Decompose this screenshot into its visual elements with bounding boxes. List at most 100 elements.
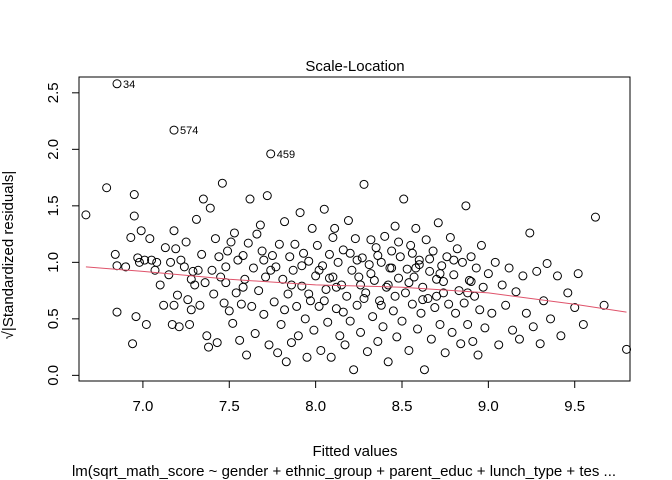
data-point bbox=[323, 317, 333, 327]
data-point bbox=[407, 248, 417, 258]
data-point bbox=[250, 329, 260, 339]
data-point bbox=[217, 178, 227, 188]
data-point bbox=[304, 256, 314, 266]
data-point bbox=[259, 309, 269, 319]
data-point bbox=[390, 291, 400, 301]
data-point bbox=[337, 280, 347, 290]
data-point bbox=[376, 300, 386, 310]
data-point bbox=[421, 235, 431, 245]
data-point bbox=[356, 280, 366, 290]
data-point bbox=[112, 79, 122, 89]
data-point bbox=[352, 300, 362, 310]
data-point bbox=[210, 234, 220, 244]
data-point bbox=[224, 306, 234, 316]
model-formula-subtitle: lm(sqrt_math_score ~ gender + ethnic_gro… bbox=[72, 463, 616, 480]
data-point bbox=[425, 266, 435, 276]
data-point bbox=[387, 263, 397, 273]
data-point bbox=[440, 348, 450, 358]
data-point bbox=[121, 262, 131, 272]
data-point bbox=[349, 365, 359, 375]
data-point bbox=[259, 255, 269, 265]
data-point bbox=[475, 305, 485, 315]
data-point bbox=[205, 203, 215, 213]
data-point bbox=[444, 299, 454, 309]
y-tick-label: 2.0 bbox=[45, 139, 62, 160]
data-point bbox=[228, 318, 238, 328]
data-point bbox=[407, 299, 417, 309]
data-point bbox=[452, 244, 462, 254]
data-point bbox=[212, 338, 222, 348]
data-point bbox=[286, 280, 296, 290]
data-point bbox=[438, 277, 448, 287]
data-point bbox=[423, 294, 433, 304]
data-point bbox=[359, 294, 369, 304]
data-point bbox=[556, 331, 566, 341]
smooth-line-layer bbox=[85, 266, 627, 313]
x-tick-label: 7.5 bbox=[219, 398, 240, 415]
x-tick-label: 8.5 bbox=[392, 398, 413, 415]
data-point bbox=[243, 238, 253, 248]
outlier-label: 459 bbox=[277, 149, 295, 161]
data-point bbox=[362, 347, 372, 357]
data-point bbox=[299, 248, 309, 258]
data-point bbox=[197, 249, 207, 259]
data-point bbox=[435, 269, 445, 279]
data-point bbox=[245, 194, 255, 204]
data-point bbox=[204, 342, 214, 352]
data-point bbox=[209, 289, 219, 299]
data-point bbox=[414, 255, 424, 265]
data-point bbox=[463, 288, 473, 298]
data-point bbox=[314, 265, 324, 275]
data-point bbox=[152, 257, 162, 267]
data-point bbox=[542, 258, 552, 268]
data-point bbox=[461, 201, 471, 211]
data-point bbox=[219, 298, 229, 308]
data-point bbox=[126, 232, 136, 242]
data-point bbox=[451, 308, 461, 318]
data-point bbox=[466, 252, 476, 262]
data-point bbox=[546, 314, 556, 324]
data-point bbox=[416, 308, 426, 318]
data-point bbox=[186, 305, 196, 315]
data-point bbox=[430, 303, 440, 313]
data-point bbox=[324, 273, 334, 283]
data-point bbox=[200, 278, 210, 288]
data-point bbox=[387, 246, 397, 256]
data-point bbox=[226, 237, 236, 247]
data-point bbox=[521, 308, 531, 318]
data-point bbox=[368, 312, 378, 322]
data-point bbox=[223, 246, 233, 256]
data-point bbox=[383, 280, 393, 290]
data-point bbox=[314, 301, 324, 311]
data-point bbox=[171, 244, 181, 254]
data-point bbox=[395, 252, 405, 262]
outlier-labels: 34 574 459 bbox=[123, 79, 295, 161]
data-point bbox=[328, 232, 338, 242]
data-point bbox=[307, 223, 317, 233]
data-point bbox=[418, 282, 428, 292]
data-point bbox=[257, 246, 267, 256]
data-point bbox=[487, 308, 497, 318]
data-point bbox=[563, 288, 573, 298]
data-point bbox=[254, 286, 264, 296]
data-point bbox=[409, 272, 419, 282]
data-point bbox=[464, 275, 474, 285]
data-point bbox=[252, 229, 262, 239]
data-point bbox=[164, 270, 174, 280]
data-point bbox=[404, 278, 414, 288]
data-point bbox=[383, 357, 393, 367]
data-point bbox=[331, 282, 341, 292]
data-point bbox=[290, 239, 300, 249]
data-point bbox=[172, 290, 182, 300]
data-point bbox=[129, 211, 139, 221]
data-point bbox=[214, 252, 224, 262]
data-point bbox=[181, 237, 191, 247]
data-point bbox=[532, 266, 542, 276]
data-point bbox=[570, 303, 580, 313]
data-point bbox=[338, 307, 348, 317]
data-point bbox=[324, 249, 334, 259]
data-point bbox=[357, 253, 367, 263]
data-point bbox=[202, 331, 212, 341]
data-point bbox=[418, 295, 428, 305]
data-point bbox=[380, 231, 390, 241]
